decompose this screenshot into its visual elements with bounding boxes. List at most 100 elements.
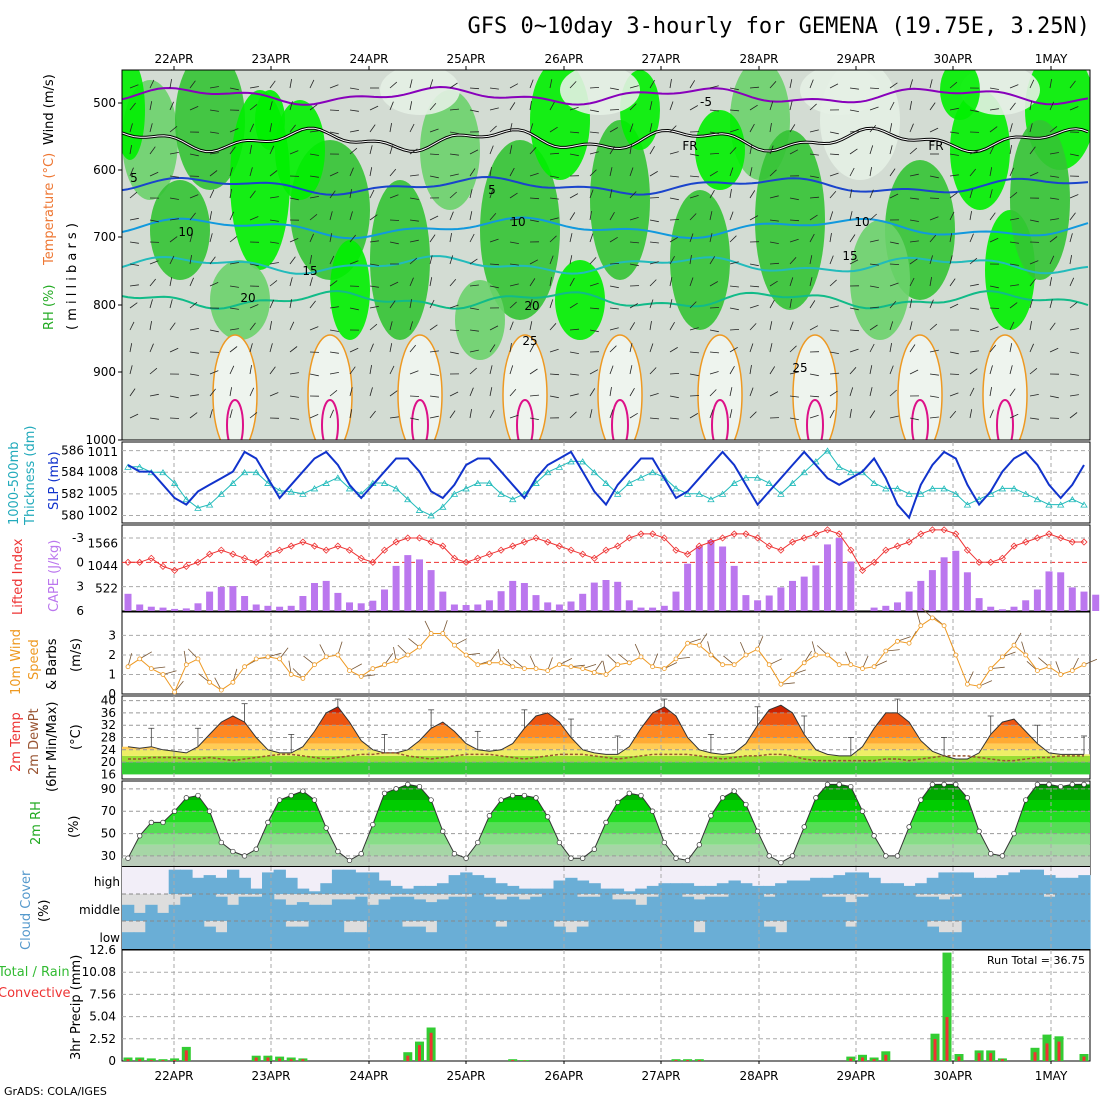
wind-barb [709, 211, 713, 221]
wind-barb [709, 109, 719, 112]
cape-bar [404, 555, 412, 611]
li-point [345, 546, 354, 554]
rh-point [218, 839, 224, 846]
wind-barb [749, 86, 760, 89]
wind-barb [149, 393, 159, 397]
lifted-index-label: Lifted Index [11, 538, 26, 615]
wind-barb [949, 153, 959, 156]
wind-barb [749, 215, 759, 221]
cloud-bar [518, 921, 531, 949]
wind-barb [729, 235, 737, 243]
wind-barb [549, 323, 557, 331]
wind-barb [309, 153, 319, 156]
li-point [194, 558, 202, 566]
wind-barb [869, 167, 872, 177]
thickness-point [252, 468, 260, 476]
pressure-tick: 500 [93, 96, 116, 110]
thickness-point [392, 485, 400, 492]
wind-barb [229, 211, 235, 221]
rh-point [171, 808, 178, 814]
cape-bar [800, 576, 808, 611]
wind-point [591, 670, 597, 675]
wind-barb [969, 387, 975, 397]
wind-barb [169, 101, 174, 111]
cloud-bar [740, 894, 753, 921]
wind-barb [769, 280, 778, 287]
wind-barb [889, 123, 893, 133]
wind-barb [249, 104, 258, 111]
cloud-bar [880, 883, 893, 894]
wind-barb [809, 153, 819, 156]
contour-label: 15 [842, 249, 857, 263]
cloud-bar [903, 894, 916, 921]
wind-barb [609, 189, 613, 199]
rh-point [451, 851, 458, 857]
wind-barb [629, 263, 639, 267]
thickness-point [182, 495, 190, 503]
wind-barb [209, 370, 219, 375]
wind-barb [849, 130, 859, 133]
cloud-bar [658, 894, 671, 921]
wind-point [1081, 662, 1087, 668]
rh-point [754, 828, 761, 834]
li-tick: 0 [76, 555, 84, 569]
date-label: 29APR [836, 52, 875, 66]
wind-point [836, 662, 842, 668]
wind-point [148, 666, 154, 671]
li-point [812, 530, 820, 538]
precip-tick: 0 [108, 1054, 116, 1068]
wind-barb [269, 392, 279, 397]
date-label: 28APR [739, 1069, 778, 1083]
precip-conv-bar [149, 1060, 153, 1061]
wind-barb [1009, 263, 1019, 266]
wind-barb [649, 145, 655, 155]
precip-total-bar [170, 1058, 180, 1061]
wind-barb [489, 409, 495, 419]
cloud-bar [518, 899, 531, 921]
wind-point [218, 687, 224, 693]
li-point [147, 554, 155, 562]
wind-barb [169, 255, 175, 265]
wind-barb [549, 152, 560, 155]
cape-bar [439, 591, 447, 611]
cloud-bar [751, 894, 765, 921]
wind-barb [449, 191, 457, 199]
cloud-bar [915, 921, 928, 949]
rh-point [195, 792, 201, 799]
temp-panel-label-c: (6hr Min/Max) [45, 702, 60, 792]
wind-point [685, 640, 690, 646]
cloud-bar [716, 921, 730, 949]
cloud-bar [227, 904, 240, 921]
cloud-bar [1020, 869, 1033, 894]
wind-barb [849, 329, 860, 332]
wind-point [370, 666, 376, 671]
wind-barb [949, 81, 958, 89]
rh-blob [150, 180, 210, 280]
rh-band [122, 855, 1090, 866]
thickness-point [1033, 495, 1042, 503]
wind-barb [569, 106, 579, 111]
cloud-bar [903, 885, 916, 894]
cloud-bar [157, 912, 170, 921]
precip-total-label: Total / Rain [0, 965, 70, 980]
wind-barb [1029, 260, 1039, 265]
wind-barb [969, 329, 979, 332]
hot-core [226, 399, 244, 440]
wind-barb [329, 190, 336, 199]
li-point [614, 542, 622, 550]
wind-barb [729, 409, 733, 419]
wind-point [603, 672, 609, 677]
wind-barb [389, 219, 400, 221]
wind-barb [769, 321, 773, 331]
wind-barb [289, 395, 299, 398]
wind-barb [809, 300, 816, 309]
wind-barb [1069, 212, 1076, 221]
rh-label: RH (%) [42, 285, 57, 330]
cloud-bar [798, 921, 811, 949]
contour-label: 10 [510, 215, 525, 229]
cloud-bar [1008, 894, 1021, 921]
cape-bar [1092, 594, 1100, 611]
rh-point [241, 853, 248, 859]
cloud-bar [1008, 872, 1021, 894]
wind-barb [329, 211, 333, 221]
